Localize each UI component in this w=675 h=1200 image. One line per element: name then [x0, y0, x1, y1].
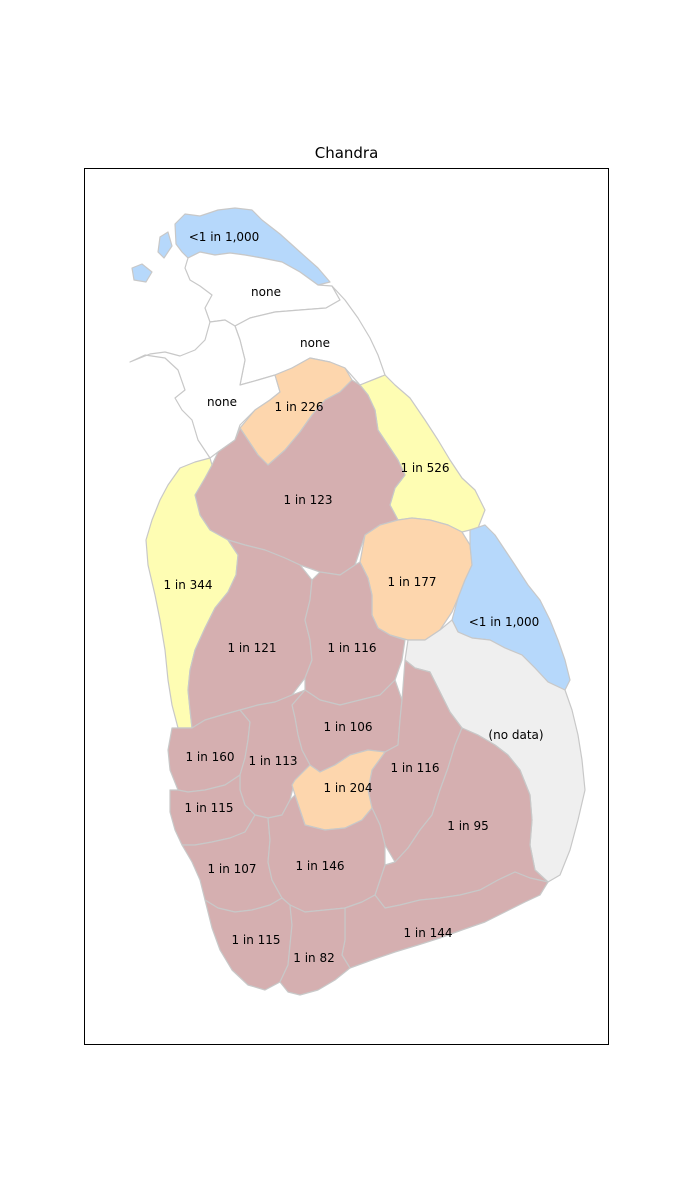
district-label-mannar: none	[207, 395, 237, 409]
map-title: Chandra	[314, 144, 379, 162]
district-label-nuwaraeliya: 1 in 204	[323, 781, 372, 795]
district-label-mullaitivu: none	[300, 336, 330, 350]
district-label-kalutara: 1 in 107	[207, 862, 256, 876]
district-label-puttalam: 1 in 344	[163, 578, 212, 592]
district-label-anuradhapura: 1 in 123	[283, 493, 332, 507]
district-label-trincomalee: 1 in 526	[400, 461, 449, 475]
district-label-ampara: (no data)	[488, 728, 543, 742]
district-label-kurunegala: 1 in 121	[227, 641, 276, 655]
district-label-kandy: 1 in 106	[323, 720, 372, 734]
district-label-galle: 1 in 115	[231, 933, 280, 947]
district-label-monaragala: 1 in 95	[447, 819, 488, 833]
district-label-kegalle: 1 in 113	[248, 754, 297, 768]
district-label-batticaloa: <1 in 1,000	[469, 615, 540, 629]
district-label-jaffna: <1 in 1,000	[189, 230, 260, 244]
district-label-kilinochchi: none	[251, 285, 281, 299]
district-label-matara: 1 in 82	[293, 951, 334, 965]
district-label-badulla: 1 in 116	[390, 761, 439, 775]
district-matale	[304, 561, 406, 706]
district-matara	[279, 904, 351, 996]
district-label-gampaha: 1 in 160	[185, 750, 234, 764]
district-label-hambantota: 1 in 144	[403, 926, 452, 940]
district-label-polonnaruwa: 1 in 177	[387, 575, 436, 589]
district-label-matale: 1 in 116	[327, 641, 376, 655]
district-label-ratnapura: 1 in 146	[295, 859, 344, 873]
district-label-vavuniya: 1 in 226	[274, 400, 323, 414]
district-label-colombo: 1 in 115	[184, 801, 233, 815]
district-jaffna	[131, 207, 331, 286]
